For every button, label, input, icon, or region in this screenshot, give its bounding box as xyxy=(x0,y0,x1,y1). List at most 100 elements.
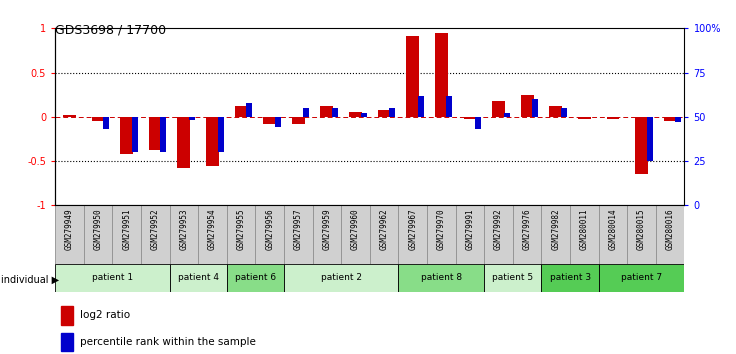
Text: patient 1: patient 1 xyxy=(92,273,133,282)
Text: GSM279955: GSM279955 xyxy=(236,208,246,250)
Bar xyxy=(389,108,395,117)
Text: GSM279960: GSM279960 xyxy=(351,208,360,250)
Bar xyxy=(342,205,369,264)
Text: GSM280014: GSM280014 xyxy=(609,208,618,250)
Text: GSM279970: GSM279970 xyxy=(437,208,446,250)
Text: individual ▶: individual ▶ xyxy=(1,275,60,285)
Text: GSM279952: GSM279952 xyxy=(151,208,160,250)
Bar xyxy=(303,108,309,117)
Bar xyxy=(103,117,109,129)
Bar xyxy=(255,205,284,264)
Bar xyxy=(598,205,627,264)
Bar xyxy=(378,110,391,117)
Bar xyxy=(198,205,227,264)
Bar xyxy=(606,117,620,119)
Bar xyxy=(475,117,481,129)
Bar xyxy=(120,117,133,154)
Bar xyxy=(246,103,252,117)
Text: patient 2: patient 2 xyxy=(321,273,361,282)
Text: patient 8: patient 8 xyxy=(421,273,462,282)
Bar xyxy=(635,117,648,175)
Bar xyxy=(406,36,420,117)
Text: GSM279957: GSM279957 xyxy=(294,208,302,250)
Bar xyxy=(675,117,682,122)
Bar xyxy=(263,117,276,124)
Text: GSM279950: GSM279950 xyxy=(93,208,102,250)
Text: GSM279992: GSM279992 xyxy=(494,208,503,250)
Text: GSM280011: GSM280011 xyxy=(580,208,589,250)
Bar xyxy=(369,205,398,264)
Bar xyxy=(532,99,538,117)
Bar xyxy=(664,117,676,121)
Bar xyxy=(55,264,169,292)
Bar xyxy=(63,115,76,117)
Bar xyxy=(284,264,398,292)
Bar xyxy=(513,205,542,264)
Text: GSM279949: GSM279949 xyxy=(65,208,74,250)
Text: GSM279959: GSM279959 xyxy=(322,208,331,250)
Bar xyxy=(169,264,227,292)
Bar xyxy=(55,205,684,264)
Bar xyxy=(418,96,424,117)
Text: GSM279962: GSM279962 xyxy=(380,208,389,250)
Text: GSM279976: GSM279976 xyxy=(523,208,531,250)
Bar xyxy=(561,108,567,117)
Bar xyxy=(332,108,338,117)
Text: GSM280015: GSM280015 xyxy=(637,208,646,250)
Bar xyxy=(160,117,166,152)
Text: GSM279953: GSM279953 xyxy=(180,208,188,250)
Bar xyxy=(456,205,484,264)
Bar xyxy=(292,117,305,124)
Bar xyxy=(361,113,367,117)
Bar xyxy=(484,264,542,292)
Bar xyxy=(427,205,456,264)
Bar xyxy=(141,205,169,264)
Bar xyxy=(542,205,570,264)
Bar xyxy=(349,113,362,117)
Bar xyxy=(169,205,198,264)
Text: GDS3698 / 17700: GDS3698 / 17700 xyxy=(55,23,166,36)
Text: GSM279967: GSM279967 xyxy=(408,208,417,250)
Text: GSM279991: GSM279991 xyxy=(465,208,475,250)
Bar xyxy=(113,205,141,264)
Bar xyxy=(177,117,191,168)
Bar xyxy=(542,264,598,292)
Bar xyxy=(149,117,162,150)
Bar xyxy=(218,117,224,152)
Bar xyxy=(549,106,562,117)
Bar xyxy=(227,264,284,292)
Bar xyxy=(446,96,453,117)
Bar xyxy=(464,117,476,119)
Bar xyxy=(398,264,484,292)
Bar xyxy=(627,205,656,264)
Bar xyxy=(275,117,280,127)
Bar xyxy=(62,333,73,351)
Text: patient 6: patient 6 xyxy=(235,273,276,282)
Bar xyxy=(656,205,684,264)
Text: patient 5: patient 5 xyxy=(492,273,534,282)
Bar xyxy=(235,106,247,117)
Bar xyxy=(313,205,342,264)
Bar xyxy=(55,205,84,264)
Bar xyxy=(62,306,73,325)
Bar xyxy=(398,205,427,264)
Bar xyxy=(578,117,591,119)
Text: log2 ratio: log2 ratio xyxy=(80,310,130,320)
Text: patient 3: patient 3 xyxy=(550,273,590,282)
Text: GSM280016: GSM280016 xyxy=(665,208,675,250)
Bar xyxy=(227,205,255,264)
Bar xyxy=(84,205,113,264)
Bar xyxy=(484,205,513,264)
Bar xyxy=(92,117,105,121)
Text: GSM279982: GSM279982 xyxy=(551,208,560,250)
Text: patient 7: patient 7 xyxy=(621,273,662,282)
Text: GSM279954: GSM279954 xyxy=(208,208,217,250)
Bar xyxy=(284,205,313,264)
Bar xyxy=(132,117,138,152)
Bar xyxy=(492,101,505,117)
Bar xyxy=(320,106,333,117)
Bar xyxy=(647,117,653,161)
Text: patient 4: patient 4 xyxy=(177,273,219,282)
Bar xyxy=(598,264,684,292)
Bar xyxy=(570,205,598,264)
